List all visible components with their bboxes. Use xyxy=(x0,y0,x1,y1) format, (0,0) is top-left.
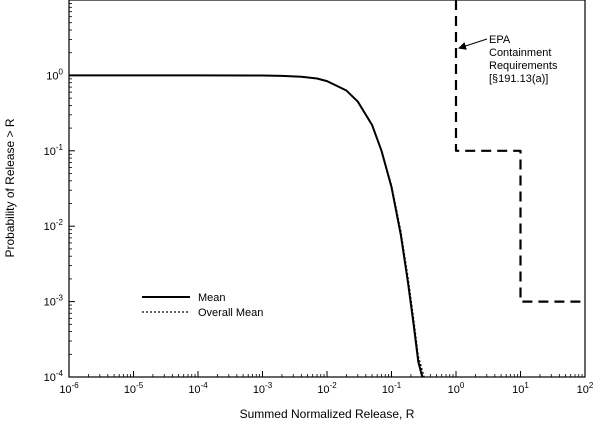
x-axis-ticks: 10-6 10-5 10-4 10-3 10-2 10-1 100 101 102 xyxy=(59,371,594,396)
annotation-line-3: Requirements xyxy=(489,60,558,72)
x-tick-label: 10-1 xyxy=(382,381,402,396)
y-tick-label: 10-1 xyxy=(44,143,64,158)
series-line-epa-containment-requirements xyxy=(454,0,585,303)
x-tick-label: 10-5 xyxy=(124,381,144,396)
legend-label-overall-mean: Overall Mean xyxy=(198,307,263,319)
y-tick-label: 10-2 xyxy=(44,218,64,233)
y-tick-label: 100 xyxy=(46,67,63,82)
annotation-line-1: EPA xyxy=(489,34,511,46)
annotation-arrow xyxy=(458,38,488,50)
x-tick-label: 101 xyxy=(512,381,529,396)
x-tick-label: 10-3 xyxy=(253,381,273,396)
x-tick-label: 100 xyxy=(448,381,465,396)
y-axis-title: Probability of Release > R xyxy=(3,118,17,257)
y-tick-label: 10-4 xyxy=(44,369,64,384)
y-axis-ticks: 10-4 10-3 10-2 10-1 100 xyxy=(44,3,75,384)
x-tick-label: 10-6 xyxy=(59,381,79,396)
legend-label-mean: Mean xyxy=(198,292,226,304)
legend: Mean Overall Mean xyxy=(142,292,263,319)
x-tick-label: 102 xyxy=(577,381,594,396)
series-line-mean xyxy=(69,74,424,378)
y-tick-label: 10-3 xyxy=(44,294,64,309)
x-axis-title: Summed Normalized Release, R xyxy=(240,407,415,421)
series-layer xyxy=(69,0,585,378)
x-tick-label: 10-4 xyxy=(188,381,208,396)
epa-annotation: EPA Containment Requirements [§191.13(a)… xyxy=(458,34,558,85)
series-line-overall-mean xyxy=(69,74,425,378)
x-tick-label: 10-2 xyxy=(317,381,337,396)
annotation-line-4: [§191.13(a)] xyxy=(489,73,548,85)
annotation-line-2: Containment xyxy=(489,47,551,59)
